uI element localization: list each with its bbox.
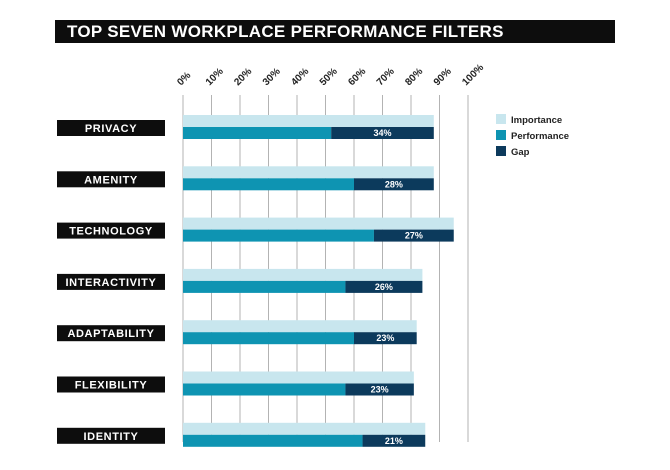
x-tick-label: 50% xyxy=(318,66,340,88)
gap-value-label: 26% xyxy=(375,282,393,292)
gap-bar xyxy=(345,383,414,396)
category-label-box xyxy=(57,120,165,136)
category-label: INTERACTIVITY xyxy=(66,277,157,289)
importance-bar xyxy=(183,422,426,435)
importance-bar xyxy=(183,217,454,230)
performance-bar xyxy=(183,178,354,191)
category-label-box xyxy=(57,273,165,290)
x-tick-label: 40% xyxy=(289,66,311,88)
category-label-box xyxy=(57,376,165,393)
category-label-box xyxy=(57,222,165,239)
gap-bar xyxy=(362,434,426,447)
performance-bar xyxy=(183,127,332,139)
gap-value-label: 21% xyxy=(385,436,403,446)
x-tick-label: 20% xyxy=(232,66,254,88)
category-label: FLEXIBILITY xyxy=(75,380,148,392)
importance-bar xyxy=(183,371,414,384)
importance-bar xyxy=(183,166,434,179)
category-label-box xyxy=(57,427,165,444)
performance-bar xyxy=(183,332,354,345)
x-tick-label: 10% xyxy=(204,66,226,88)
legend-performance-label: Performance xyxy=(511,131,569,142)
legend-importance-swatch xyxy=(496,114,506,124)
category-label: IDENTITY xyxy=(84,431,139,443)
gap-value-label: 34% xyxy=(373,128,391,138)
importance-bar xyxy=(183,268,423,281)
gap-bar xyxy=(373,229,454,242)
legend-performance-swatch xyxy=(496,130,506,140)
performance-bar xyxy=(183,383,346,396)
category-label: AMENITY xyxy=(84,174,138,186)
gap-bar xyxy=(354,332,417,345)
category-label: PRIVACY xyxy=(85,123,137,135)
x-tick-label: 60% xyxy=(346,66,368,88)
x-tick-label: 0% xyxy=(175,70,193,88)
gap-bar xyxy=(354,178,434,191)
legend-gap-label: Gap xyxy=(511,147,530,158)
performance-bar xyxy=(183,229,374,242)
x-tick-label: 30% xyxy=(261,66,283,88)
performance-bar xyxy=(183,434,363,447)
x-tick-label: 90% xyxy=(432,66,454,88)
category-label-box xyxy=(57,171,165,188)
legend-gap-swatch xyxy=(496,146,506,156)
x-tick-label: 80% xyxy=(403,66,425,88)
gap-value-label: 28% xyxy=(385,179,403,189)
chart-title: TOP SEVEN WORKPLACE PERFORMANCE FILTERS xyxy=(55,20,615,43)
category-label: ADAPTABILITY xyxy=(67,328,154,340)
category-label: TECHNOLOGY xyxy=(69,226,153,238)
gap-value-label: 23% xyxy=(371,385,389,395)
x-tick-label: 100% xyxy=(460,62,486,88)
legend-importance-label: Importance xyxy=(511,115,562,126)
gap-bar xyxy=(345,280,423,293)
category-label-box xyxy=(57,325,165,342)
performance-bar xyxy=(183,280,346,293)
gap-value-label: 23% xyxy=(376,333,394,343)
gap-value-label: 27% xyxy=(405,231,423,241)
x-tick-label: 70% xyxy=(375,66,397,88)
importance-bar xyxy=(183,115,434,127)
gap-bar xyxy=(331,127,434,139)
importance-bar xyxy=(183,320,417,333)
